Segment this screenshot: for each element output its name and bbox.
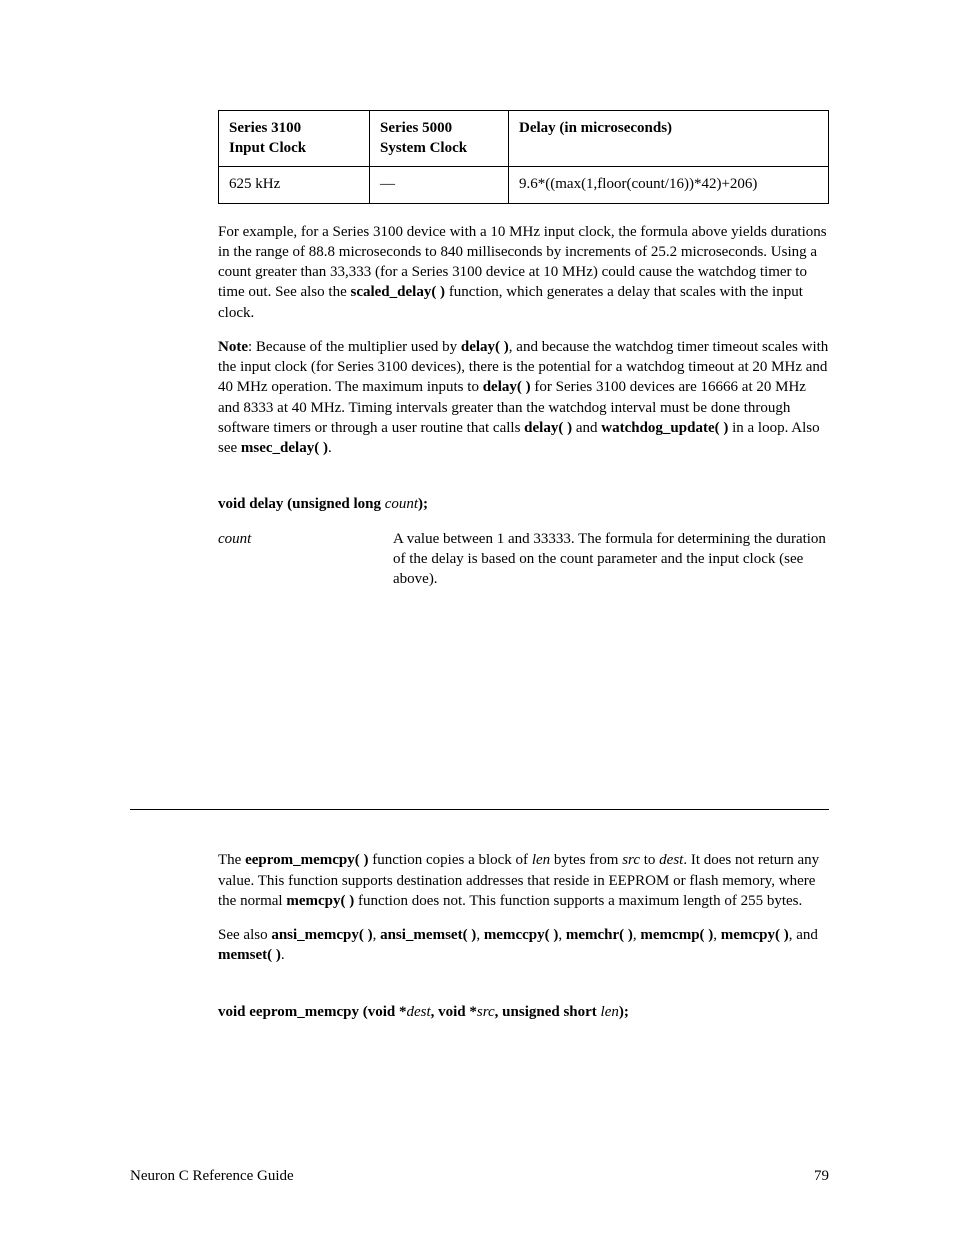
paragraph: For example, for a Series 3100 device wi… [218,222,829,323]
table-cell: 625 kHz [219,167,370,204]
parameter-description: A value between 1 and 33333. The formula… [393,529,829,590]
syntax-block: void delay (unsigned long count); count … [218,494,829,589]
parameter-row: count A value between 1 and 33333. The f… [218,529,829,590]
main-content: Series 3100 Input Clock Series 5000 Syst… [218,110,829,589]
table-cell: 9.6*((max(1,floor(count/16))*42)+206) [509,167,829,204]
function-signature: void delay (unsigned long count); [218,494,829,514]
table-header: Delay (in microseconds) [509,111,829,167]
footer-page-number: 79 [814,1168,829,1185]
clock-table: Series 3100 Input Clock Series 5000 Syst… [218,110,829,204]
table-header: Series 3100 Input Clock [219,111,370,167]
syntax-block: void eeprom_memcpy (void *dest, void *sr… [218,1002,829,1022]
table-header: Series 5000 System Clock [370,111,509,167]
page-footer: Neuron C Reference Guide 79 [130,1168,829,1185]
paragraph: Note: Because of the multiplier used by … [218,337,829,459]
table-cell: — [370,167,509,204]
paragraph: See also ansi_memcpy( ), ansi_memset( ),… [218,925,829,966]
parameter-name: count [218,529,393,590]
footer-title: Neuron C Reference Guide [130,1168,294,1185]
function-signature: void eeprom_memcpy (void *dest, void *sr… [218,1002,829,1022]
paragraph: The eeprom_memcpy( ) function copies a b… [218,850,829,911]
